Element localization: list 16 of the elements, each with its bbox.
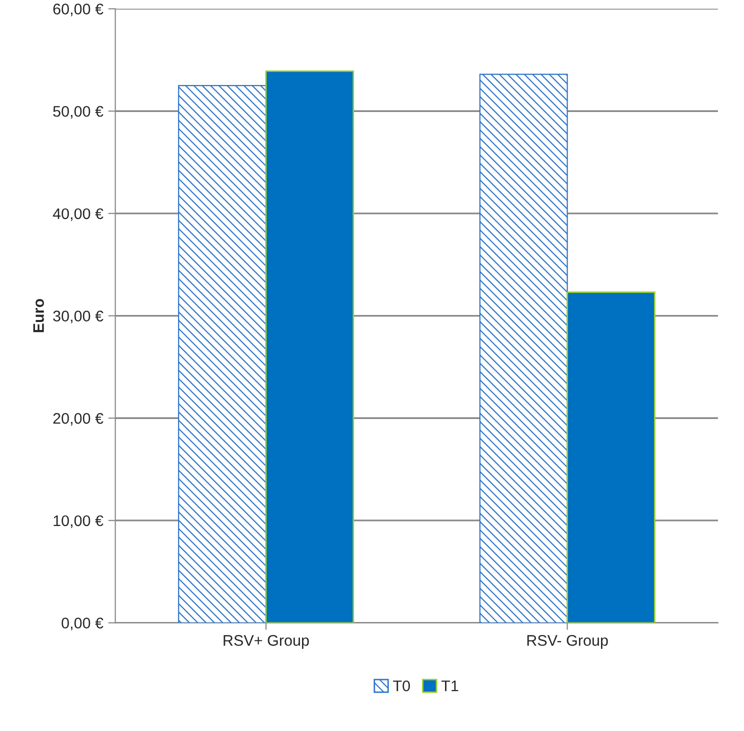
y-tick-label: 40,00 € (52, 208, 104, 221)
y-tick-label: 30,00 € (53, 310, 104, 324)
legend-label: T0 (393, 680, 410, 692)
y-axis-title: Euro (33, 298, 44, 332)
x-tick-label: RSV+ Group (224, 635, 309, 649)
y-tick-label: 60,00 € (53, 4, 104, 16)
bar (178, 84, 267, 623)
legend-label: T1 (441, 680, 458, 692)
bar (479, 74, 568, 623)
y-tick-label: 0,00 € (62, 618, 104, 630)
x-tick-label: RSV- Group (527, 635, 608, 649)
bar (265, 70, 354, 623)
y-tick-label: 20,00 € (53, 413, 104, 426)
bar (566, 292, 656, 623)
y-tick-label: 10,00 € (54, 515, 104, 528)
y-tick-label: 50,00 € (53, 106, 104, 119)
